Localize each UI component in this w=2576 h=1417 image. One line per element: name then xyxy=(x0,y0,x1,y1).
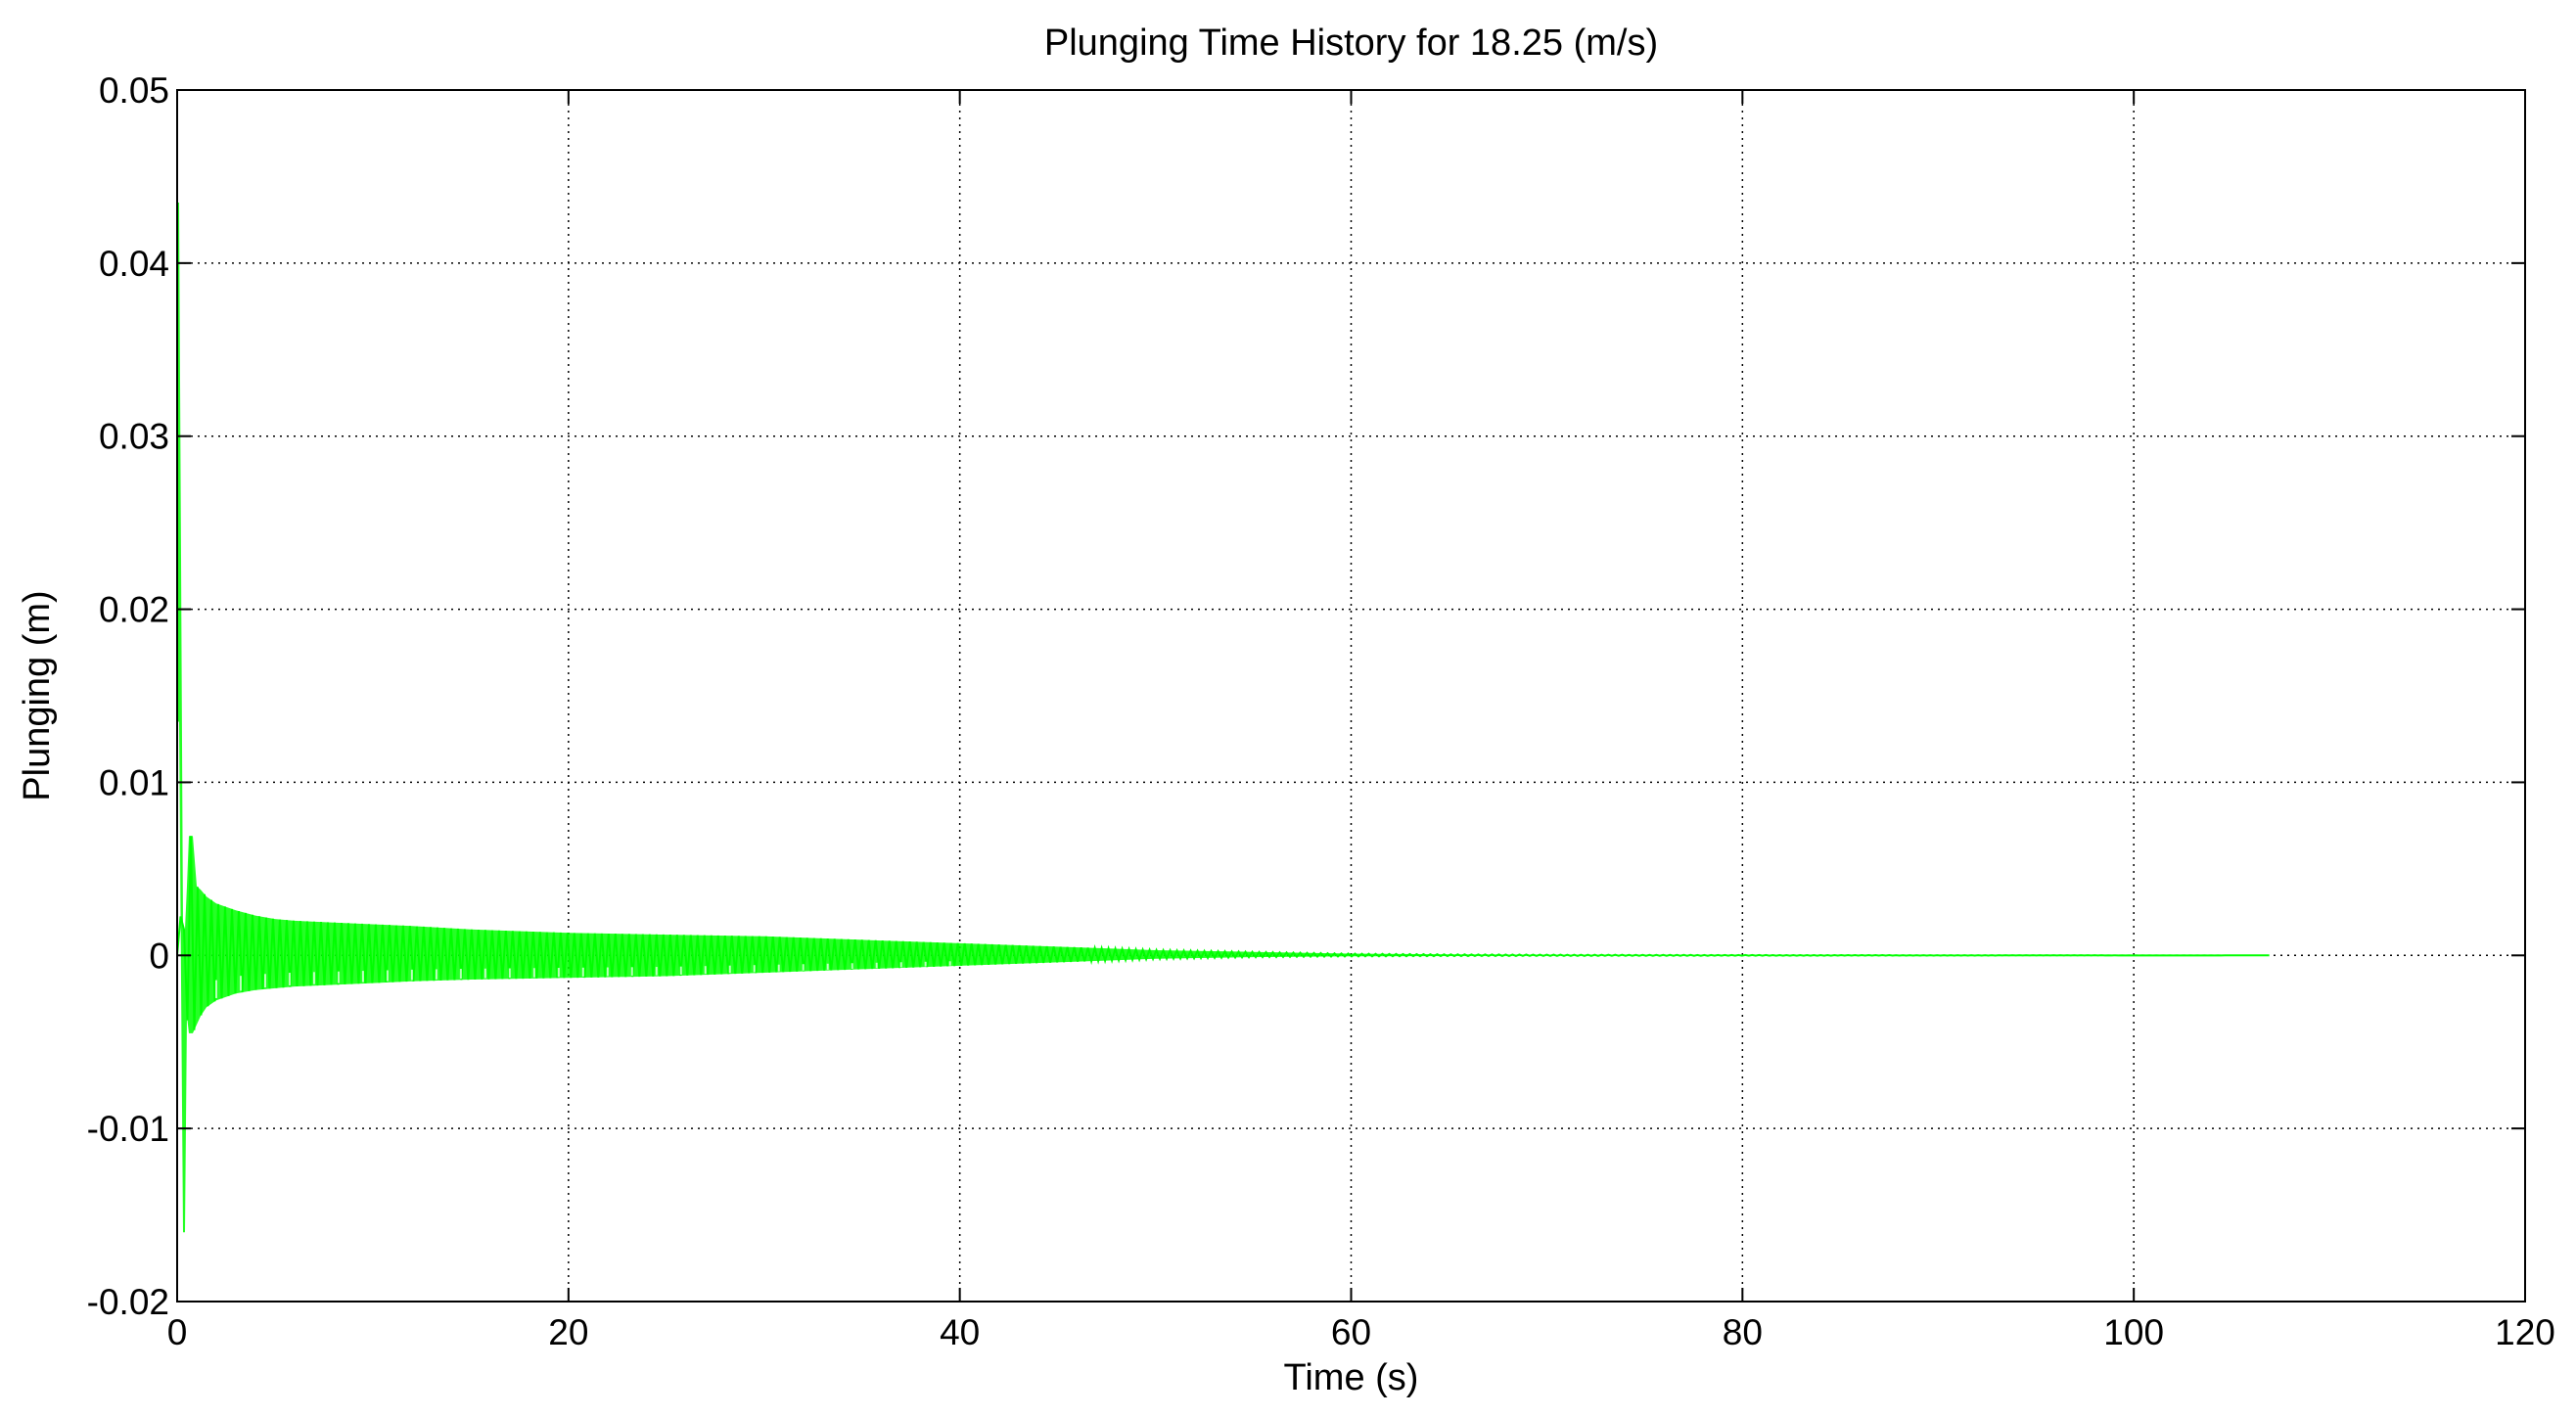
y-tick-label: 0 xyxy=(149,936,169,976)
x-tick-label: 100 xyxy=(2103,1312,2164,1352)
chart-title: Plunging Time History for 18.25 (m/s) xyxy=(1044,23,1658,64)
x-tick-label: 20 xyxy=(548,1312,588,1352)
plot-area xyxy=(177,90,2525,1302)
x-tick-label: 120 xyxy=(2495,1312,2555,1352)
series-line xyxy=(176,836,2270,1030)
x-tick-label: 60 xyxy=(1331,1312,1371,1352)
x-tick-label: 0 xyxy=(167,1312,188,1352)
x-tick-label: 80 xyxy=(1723,1312,1763,1352)
y-tick-label: -0.02 xyxy=(87,1282,169,1322)
series-layer xyxy=(176,203,2272,1233)
y-tick-label: 0.02 xyxy=(99,590,169,630)
y-tick-label: 0.01 xyxy=(99,762,169,802)
x-tick-label: 40 xyxy=(940,1312,980,1352)
y-tick-label: 0.04 xyxy=(99,244,169,284)
x-axis-label: Time (s) xyxy=(1284,1357,1419,1398)
y-tick-label: -0.01 xyxy=(87,1109,169,1149)
y-tick-label: 0.05 xyxy=(99,70,169,111)
x-tick-labels: 0 20 40 60 80 100 120 xyxy=(167,1312,2555,1352)
y-axis-label: Plunging (m) xyxy=(17,590,58,800)
y-tick-labels: -0.02 -0.01 0 0.01 0.02 0.03 0.04 0.05 xyxy=(87,70,169,1322)
tick-marks xyxy=(176,89,2526,1303)
y-tick-label: 0.03 xyxy=(99,417,169,457)
